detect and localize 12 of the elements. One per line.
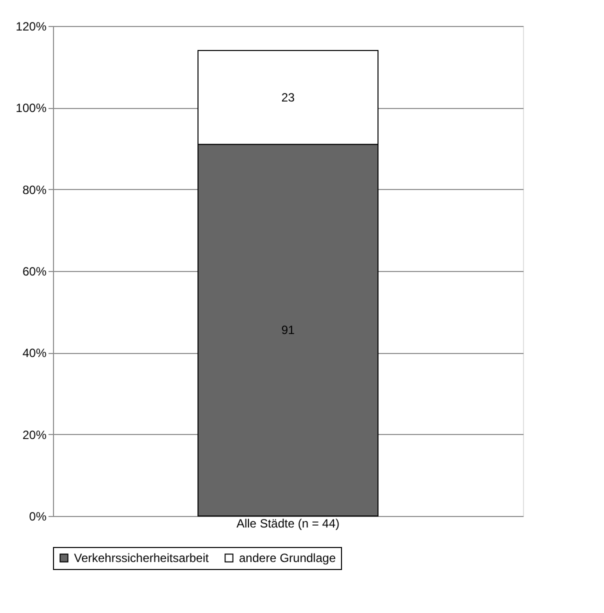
y-tick-label: 40%: [22, 346, 47, 360]
y-tick-label: 120%: [16, 20, 47, 34]
y-tick-label: 20%: [22, 428, 47, 442]
y-tick-label: 100%: [16, 101, 47, 116]
data-label: 23: [281, 90, 295, 104]
legend-label: Verkehrssicherheitsarbeit: [74, 551, 210, 565]
x-tick-label: Alle Städte (n = 44): [236, 516, 340, 530]
data-label: 91: [281, 323, 295, 338]
y-tick-label: 80%: [22, 182, 47, 197]
y-tick-label: 60%: [22, 264, 47, 278]
y-tick-label: 0%: [29, 510, 47, 524]
legend-label: andere Grundlage: [239, 551, 336, 565]
